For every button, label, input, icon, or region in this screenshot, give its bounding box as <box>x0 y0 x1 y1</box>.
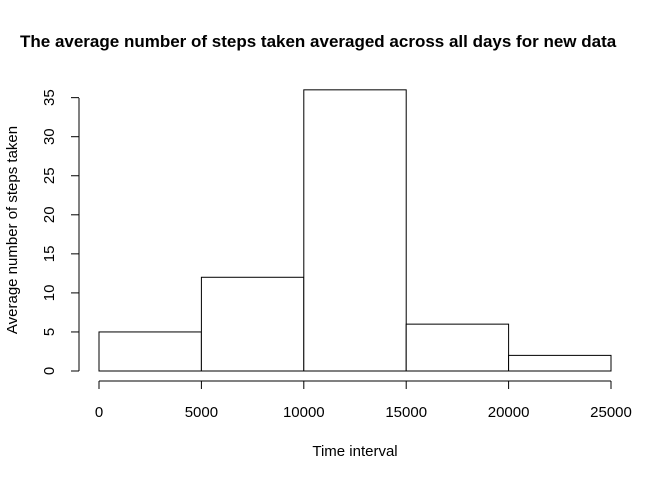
bars <box>98 89 612 372</box>
histogram-bar <box>200 276 305 372</box>
x-tick-label: 15000 <box>385 404 427 421</box>
y-tick-label: 5 <box>41 328 58 336</box>
x-tick-label: 5000 <box>185 404 218 421</box>
x-tick-label: 20000 <box>488 404 530 421</box>
x-tick-label: 10000 <box>283 404 325 421</box>
y-tick-label: 25 <box>41 167 58 184</box>
histogram-bar <box>405 323 510 372</box>
y-tick-label: 10 <box>41 285 58 302</box>
y-tick-label: 20 <box>41 206 58 223</box>
chart-title: The average number of steps taken averag… <box>20 32 617 51</box>
y-tick-label: 15 <box>41 246 58 263</box>
x-axis-label: Time interval <box>312 443 397 460</box>
x-tick-label: 0 <box>95 404 103 421</box>
y-tick-label: 35 <box>41 89 58 106</box>
histogram-bar <box>98 331 202 372</box>
histogram-bar <box>303 89 407 372</box>
y-tick-label: 0 <box>41 367 58 375</box>
x-axis: 0 5000 10000 15000 20000 25000 <box>95 380 632 421</box>
y-tick-label: 30 <box>41 128 58 145</box>
x-tick-label: 25000 <box>590 404 632 421</box>
histogram-bar <box>508 354 612 372</box>
y-axis-label: Average number of steps taken <box>4 126 21 334</box>
y-axis: 0 5 10 15 20 25 30 35 <box>41 89 80 375</box>
